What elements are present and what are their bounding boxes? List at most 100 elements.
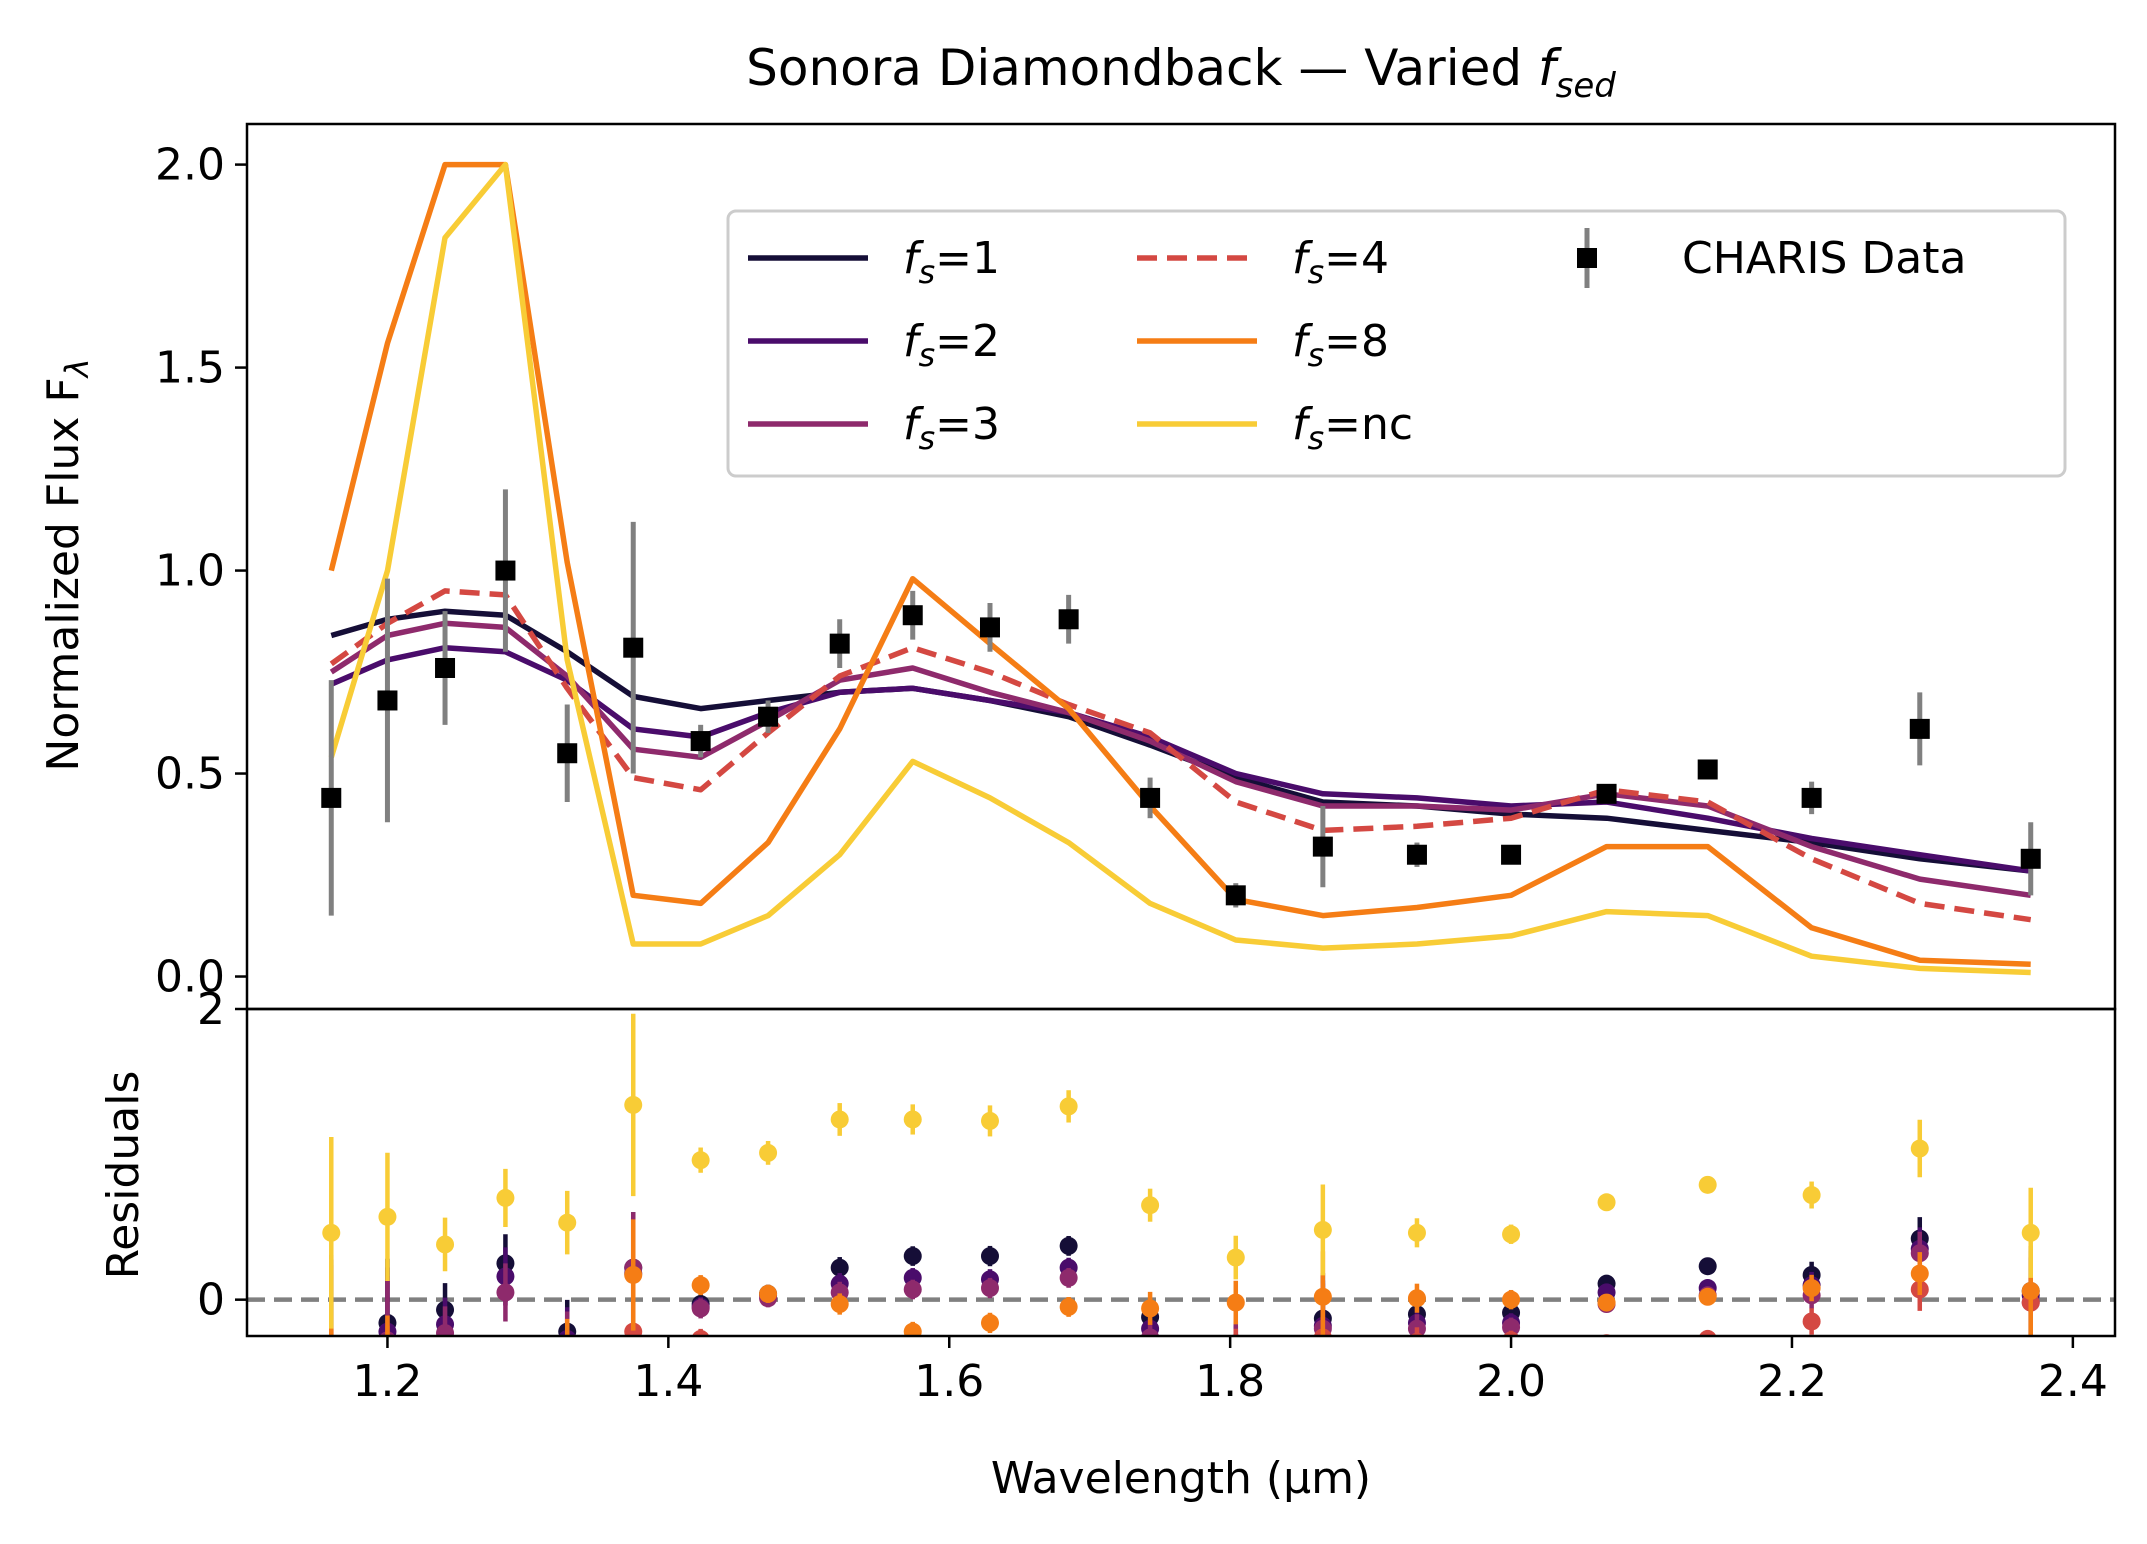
residual-point-fs-8 [624, 1266, 642, 1284]
legend-label-sub: s [919, 419, 936, 457]
residual-point-fs-nc [1803, 1186, 1821, 1204]
residual-point-fs-8 [322, 1346, 340, 1364]
data-point-marker [903, 605, 923, 625]
residual-point-fs-1 [322, 1346, 340, 1364]
residual-panel [247, 1014, 2115, 1489]
data-point-marker [1597, 784, 1617, 804]
data-point-marker [377, 690, 397, 710]
residual-point-fs-nc [904, 1110, 922, 1128]
legend-label-fs-4: fs=4 [1292, 233, 1389, 291]
residual-point-fs-4 [1141, 1356, 1159, 1374]
residual-point-fs-4 [1060, 1343, 1078, 1361]
legend-label-value: =3 [935, 399, 1000, 450]
x-tick-label: 1.6 [914, 1356, 984, 1407]
y-axis-title-bottom: Residuals [98, 1071, 149, 1280]
residual-point-fs-2 [322, 1342, 340, 1360]
residual-point-fs-4 [759, 1346, 777, 1364]
legend-label-value: =8 [1324, 316, 1389, 367]
legend-label-value: =1 [935, 233, 1000, 284]
residual-point-fs-nc [1598, 1193, 1616, 1211]
series-line-fs-4 [331, 591, 2030, 920]
residual-point-fs-8 [2022, 1282, 2040, 1300]
residual-point-fs-4 [831, 1353, 849, 1371]
residual-point-fs-8 [759, 1285, 777, 1303]
data-point-marker [1698, 759, 1718, 779]
data-point-marker [495, 561, 515, 581]
data-point-marker [1802, 788, 1822, 808]
residual-point-fs-3 [692, 1299, 710, 1317]
residual-point-fs-8 [1314, 1288, 1332, 1306]
residual-point-fs-1 [981, 1247, 999, 1265]
residual-point-fs-8 [558, 1342, 576, 1360]
residual-point-fs-nc [378, 1208, 396, 1226]
data-point-marker [758, 707, 778, 727]
y-tick-label-top: 1.0 [155, 546, 225, 597]
legend-label-sub: s [1308, 336, 1325, 374]
data-point-marker [623, 638, 643, 658]
residual-point-fs-nc [558, 1214, 576, 1232]
data-point-marker [557, 743, 577, 763]
legend-label-fs-8: fs=8 [1292, 316, 1389, 374]
y-tick-label-top: 2.0 [155, 140, 225, 191]
data-point-marker [691, 731, 711, 751]
data-point-marker [321, 788, 341, 808]
residual-point-fs-4 [322, 1384, 340, 1402]
residual-point-fs-8 [1502, 1291, 1520, 1309]
y-axis-title-top-main: Normalized Flux F [38, 377, 89, 771]
residual-point-fs-3 [436, 1324, 454, 1342]
data-point-marker [435, 658, 455, 678]
residual-point-fs-8 [436, 1407, 454, 1425]
residual-point-fs-3 [904, 1280, 922, 1298]
residual-point-fs-nc [1141, 1196, 1159, 1214]
residual-point-fs-nc [1502, 1225, 1520, 1243]
y-tick-label-bottom: 0 [197, 1275, 225, 1326]
x-tick-label: 1.8 [1195, 1356, 1265, 1407]
residual-point-fs-nc [1911, 1140, 1929, 1158]
residual-point-fs-4 [1699, 1330, 1717, 1348]
residual-point-fs-nc [1314, 1221, 1332, 1239]
residual-point-fs-nc [1699, 1176, 1717, 1194]
residual-point-fs-nc [624, 1096, 642, 1114]
data-point-marker [1910, 719, 1930, 739]
residual-point-fs-8 [1598, 1294, 1616, 1312]
residual-point-fs-4 [496, 1374, 514, 1392]
residual-point-fs-nc [692, 1151, 710, 1169]
y-axis-title-top-sub: λ [58, 358, 96, 379]
residual-point-fs-4 [692, 1330, 710, 1348]
x-tick-label: 1.4 [633, 1356, 703, 1407]
residual-point-fs-8 [1141, 1299, 1159, 1317]
residual-point-fs-8 [981, 1314, 999, 1332]
legend-label-value: =nc [1324, 399, 1413, 450]
residual-point-fs-8 [692, 1276, 710, 1294]
legend-label-value: =2 [935, 316, 1000, 367]
residual-point-fs-nc [981, 1112, 999, 1130]
legend-label-charis-data: CHARIS Data [1682, 233, 1966, 284]
legend-label-sub: s [919, 253, 936, 291]
residual-point-fs-4 [436, 1392, 454, 1410]
residual-point-fs-nc [436, 1235, 454, 1253]
residual-point-fs-8 [1227, 1294, 1245, 1312]
residual-point-fs-3 [1060, 1269, 1078, 1287]
residual-point-fs-8 [1803, 1279, 1821, 1297]
chart-title-sub: sed [1556, 66, 1617, 106]
x-axis-title: Wavelength (μm) [991, 1453, 1371, 1504]
residual-point-fs-4 [1803, 1312, 1821, 1330]
residual-point-fs-8 [1911, 1265, 1929, 1283]
legend-label-fs-2: fs=2 [903, 316, 1000, 374]
residual-point-fs-8 [1408, 1289, 1426, 1307]
residual-point-fs-nc [1060, 1097, 1078, 1115]
residual-point-fs-1 [1060, 1237, 1078, 1255]
residual-point-fs-3 [981, 1279, 999, 1297]
y-tick-label-top: 1.5 [155, 343, 225, 394]
residual-point-fs-4 [558, 1376, 576, 1394]
y-tick-label-bottom: 2 [197, 984, 225, 1035]
chart: Sonora Diamondback — Varied fsed Normali… [0, 0, 2147, 1544]
residual-point-fs-8 [496, 1392, 514, 1410]
x-tick-label: 2.0 [1476, 1356, 1546, 1407]
legend-label-value: =4 [1324, 233, 1389, 284]
y-axis-title-top: Normalized Flux Fλ [38, 358, 96, 771]
legend-swatch-data-marker [1577, 248, 1597, 268]
legend-label-fs-1: fs=1 [903, 233, 1000, 291]
residual-point-fs-3 [1141, 1328, 1159, 1346]
residual-point-fs-8 [1699, 1288, 1717, 1306]
